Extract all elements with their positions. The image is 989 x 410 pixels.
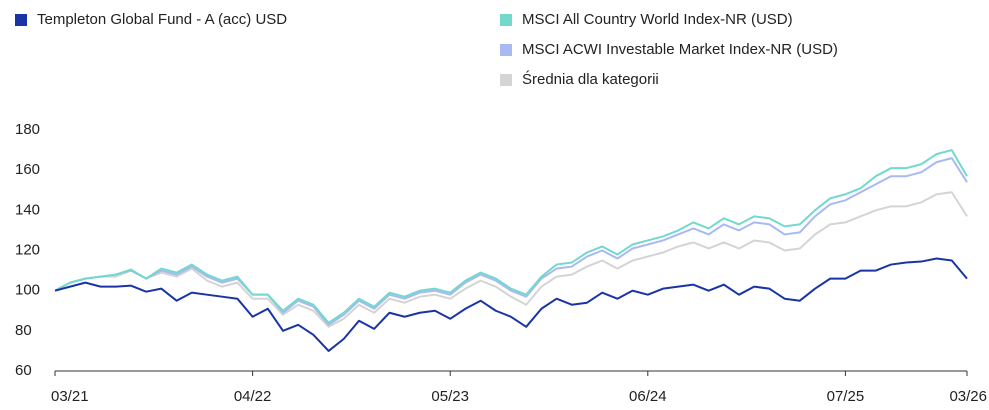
y-tick-label: 60 xyxy=(15,362,32,379)
x-tick-label: 04/22 xyxy=(234,388,272,405)
legend-swatch xyxy=(15,14,27,26)
y-tick-label: 80 xyxy=(15,322,32,339)
x-tick-label: 05/23 xyxy=(431,388,469,405)
y-tick-label: 180 xyxy=(15,121,40,138)
series-line xyxy=(54,191,968,328)
legend-swatch xyxy=(500,44,512,56)
legend-label: MSCI ACWI Investable Market Index-NR (US… xyxy=(522,41,838,58)
legend-label: Średnia dla kategorii xyxy=(522,70,659,88)
x-tick-label: 03/26 xyxy=(949,388,987,405)
legend-label: MSCI All Country World Index-NR (USD) xyxy=(522,11,793,28)
series-line xyxy=(54,157,968,326)
x-tick-label: 07/25 xyxy=(827,388,865,405)
y-tick-label: 100 xyxy=(15,282,40,299)
y-tick-label: 120 xyxy=(15,241,40,258)
legend-swatch xyxy=(500,14,512,26)
legend-swatch xyxy=(500,74,512,86)
y-tick-label: 140 xyxy=(15,201,40,218)
y-tick-label: 160 xyxy=(15,161,40,178)
legend-label: Templeton Global Fund - A (acc) USD xyxy=(37,11,287,28)
series-line xyxy=(54,257,968,352)
x-tick-label: 03/21 xyxy=(51,388,89,405)
series-line xyxy=(54,149,968,324)
x-tick-label: 06/24 xyxy=(629,388,667,405)
